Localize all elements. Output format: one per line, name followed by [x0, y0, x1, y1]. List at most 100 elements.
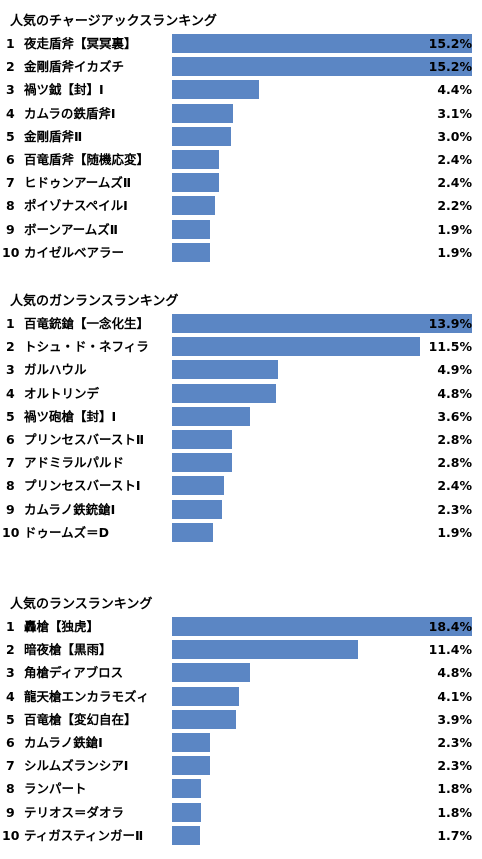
- rank-label: 8: [6, 478, 15, 494]
- chart-row: 1 百竜銃鎗【一念化生】 13.9%: [0, 312, 482, 335]
- rank-label: 3: [6, 362, 15, 378]
- category-label: ポイゾナスペイルⅠ: [24, 198, 128, 214]
- chart-row: 10 カイゼルベアラー 1.9%: [0, 241, 482, 264]
- chart-title: 人気のチャージアックスランキング: [10, 14, 217, 29]
- value-label: 2.4%: [437, 478, 472, 494]
- category-label: カムラノ鉄銃鎗Ⅰ: [24, 501, 116, 517]
- value-label: 2.4%: [437, 175, 472, 191]
- bar: [172, 103, 234, 123]
- value-label: 1.9%: [437, 524, 472, 540]
- value-label: 3.1%: [437, 105, 472, 121]
- bar: [172, 733, 210, 752]
- chart-row: 3 角槍ディアブロス 4.8%: [0, 661, 482, 684]
- value-label: 4.8%: [437, 385, 472, 401]
- rank-label: 4: [6, 105, 15, 121]
- category-label: ドゥームズ＝D: [24, 524, 110, 540]
- rank-label: 2: [6, 59, 15, 75]
- rank-label: 9: [6, 804, 15, 820]
- bar: [172, 453, 233, 473]
- category-label: トシュ・ド・ネフィラ: [24, 339, 149, 355]
- chart-row: 7 アドミラルパルド 2.8%: [0, 451, 482, 474]
- chart-row: 2 暗夜槍【黒雨】 11.4%: [0, 638, 482, 661]
- category-label: 角槍ディアブロス: [24, 665, 124, 681]
- value-label: 18.4%: [428, 619, 472, 634]
- chart-row: 9 テリオス＝ダオラ 1.8%: [0, 801, 482, 824]
- chart-row: 5 百竜槍【変幻自在】 3.9%: [0, 708, 482, 731]
- bar: [172, 779, 202, 799]
- rank-label: 6: [6, 432, 15, 447]
- bar: [172, 360, 278, 380]
- value-label: 1.8%: [437, 804, 472, 820]
- chart-row: 2 トシュ・ド・ネフィラ 11.5%: [0, 335, 482, 358]
- chart-row: 6 カムラノ鉄鎗Ⅰ 2.3%: [0, 731, 482, 754]
- rank-label: 8: [6, 198, 15, 214]
- category-label: 夜走盾斧【冥冥裏】: [24, 36, 137, 51]
- bar: [172, 34, 472, 53]
- bar: [172, 756, 210, 776]
- bar: [172, 80, 259, 100]
- category-label: 轟槍【独虎】: [24, 619, 100, 634]
- chart-row: 8 ランパート 1.8%: [0, 777, 482, 800]
- value-label: 2.3%: [437, 735, 472, 750]
- value-label: 13.9%: [428, 316, 472, 331]
- chart-row: 9 カムラノ鉄銃鎗Ⅰ 2.3%: [0, 498, 482, 521]
- value-label: 3.6%: [437, 408, 472, 424]
- category-label: ボーンアームズⅡ: [24, 221, 118, 237]
- category-label: プリンセスバーストⅡ: [24, 432, 145, 447]
- rank-label: 10: [2, 524, 20, 540]
- bar: [172, 522, 213, 542]
- category-label: アドミラルパルド: [24, 455, 125, 471]
- bar: [172, 476, 224, 496]
- rank-label: 5: [6, 408, 15, 424]
- category-label: プリンセスバーストⅠ: [24, 478, 141, 494]
- category-label: カムラの鉄盾斧Ⅰ: [24, 105, 116, 121]
- bar: [172, 709, 236, 729]
- chart-row: 3 禍ツ鉞【封】Ⅰ 4.4%: [0, 78, 482, 101]
- chart-row: 2 金剛盾斧イカズチ 15.2%: [0, 55, 482, 78]
- value-label: 11.5%: [428, 339, 472, 355]
- chart-row: 4 オルトリンデ 4.8%: [0, 382, 482, 405]
- value-label: 1.8%: [437, 781, 472, 797]
- rank-label: 10: [2, 827, 20, 843]
- rank-label: 3: [6, 665, 15, 681]
- chart-row: 8 プリンセスバーストⅠ 2.4%: [0, 474, 482, 497]
- category-label: オルトリンデ: [24, 385, 100, 401]
- category-label: テリオス＝ダオラ: [24, 804, 125, 820]
- value-label: 2.8%: [437, 455, 472, 471]
- rank-label: 5: [6, 128, 15, 144]
- value-label: 4.9%: [437, 362, 472, 378]
- value-label: 2.4%: [437, 152, 472, 167]
- category-label: シルムズランシアⅠ: [24, 758, 129, 774]
- category-label: ガルハウル: [24, 362, 87, 378]
- bar: [172, 314, 472, 333]
- value-label: 2.2%: [437, 198, 472, 214]
- bar: [172, 173, 220, 193]
- chart-row: 5 金剛盾斧Ⅱ 3.0%: [0, 125, 482, 148]
- rank-label: 1: [6, 36, 15, 51]
- category-label: ランパート: [24, 781, 87, 797]
- bar: [172, 383, 276, 403]
- rank-label: 1: [6, 316, 15, 331]
- value-label: 4.8%: [437, 665, 472, 681]
- category-label: 暗夜槍【黒雨】: [24, 642, 112, 658]
- rank-label: 8: [6, 781, 15, 797]
- category-label: 百竜銃鎗【一念化生】: [24, 316, 150, 331]
- bar: [172, 686, 239, 706]
- chart-row: 9 ボーンアームズⅡ 1.9%: [0, 218, 482, 241]
- rank-label: 5: [6, 711, 15, 727]
- bar: [172, 196, 216, 216]
- bar: [172, 57, 472, 77]
- bar: [172, 406, 250, 426]
- rank-label: 6: [6, 735, 15, 750]
- bar: [172, 430, 233, 449]
- rank-label: 4: [6, 688, 15, 704]
- bar: [172, 802, 202, 822]
- chart-row: 10 ドゥームズ＝D 1.9%: [0, 521, 482, 544]
- chart-row: 1 夜走盾斧【冥冥裏】 15.2%: [0, 32, 482, 55]
- category-label: ヒドゥンアームズⅡ: [24, 175, 132, 191]
- value-label: 15.2%: [428, 36, 472, 51]
- category-label: 百竜盾斧【随機応変】: [24, 152, 150, 167]
- rank-label: 7: [6, 455, 15, 471]
- rank-label: 6: [6, 152, 15, 167]
- category-label: ティガスティンガーⅡ: [24, 827, 144, 843]
